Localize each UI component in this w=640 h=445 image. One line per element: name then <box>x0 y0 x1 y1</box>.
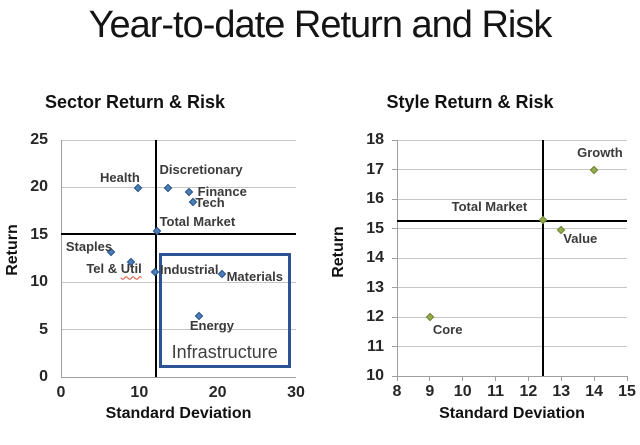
x-tick-mark <box>396 376 398 381</box>
x-tick-label: 15 <box>618 383 636 400</box>
gridline <box>61 281 296 283</box>
sector-chart-title: Sector Return & Risk <box>44 92 226 112</box>
y-tick-label: 14 <box>366 249 384 266</box>
infrastructure-box: Infrastructure <box>158 252 291 369</box>
x-tick-label: 9 <box>425 383 435 400</box>
y-tick-label: 25 <box>30 131 48 148</box>
y-tick-mark <box>392 198 397 200</box>
x-tick-mark <box>462 376 464 381</box>
point-label-total-market: Total Market <box>159 214 236 229</box>
crosshair-horizontal-line <box>397 220 627 223</box>
x-tick-label: 11 <box>487 383 505 400</box>
crosshair-vertical-line <box>154 140 157 377</box>
x-tick-mark <box>527 376 529 381</box>
crosshair-horizontal-line <box>61 232 296 235</box>
y-tick-mark <box>392 287 397 288</box>
slide-title: Year-to-date Return and Risk <box>88 4 553 46</box>
x-tick-label: 0 <box>56 384 66 401</box>
y-tick-label: 10 <box>366 367 384 384</box>
style-x-axis-title: Standard Deviation <box>439 405 585 422</box>
point-label-total-market: Total Market <box>451 198 528 214</box>
x-tick-label: 8 <box>392 383 402 400</box>
point-total-market <box>538 215 548 224</box>
point-label-industrial: Industrial <box>160 261 219 277</box>
x-axis-line <box>61 376 296 378</box>
x-tick-label: 20 <box>208 384 227 401</box>
x-axis-line <box>397 375 627 377</box>
y-tick-label: 10 <box>30 273 48 291</box>
point-core <box>425 312 435 322</box>
point-label-staples: Staples <box>65 238 113 254</box>
y-tick-mark <box>392 375 397 377</box>
gridline <box>397 169 627 170</box>
x-tick-label: 14 <box>585 383 604 400</box>
sector-plot-area: 0 5 10 15 20 25 0 10 20 30 Infrastructure Health Dis… <box>30 131 305 401</box>
x-tick-label: 13 <box>552 383 571 400</box>
y-tick-mark <box>392 316 397 318</box>
gridline <box>61 139 296 141</box>
point-label-finance: Finance <box>197 184 247 200</box>
point-label-tel-util: Tel & Util <box>86 261 142 277</box>
y-tick-label: 20 <box>30 178 48 196</box>
point-label-discretionary: Discretionary <box>159 162 243 178</box>
gridline <box>397 346 627 347</box>
x-tick-mark <box>560 376 562 381</box>
gridline <box>397 287 627 288</box>
x-tick-label: 12 <box>519 383 538 400</box>
y-tick-label: 5 <box>39 320 48 338</box>
point-label-core: Core <box>432 322 463 337</box>
point-label-health: Health <box>100 170 140 186</box>
y-tick-mark <box>392 169 397 170</box>
point-label-energy: Energy <box>189 318 234 334</box>
y-axis-line <box>61 140 62 377</box>
style-chart-title: Style Return & Risk <box>386 92 554 112</box>
misspelling-underline: Util <box>120 261 142 277</box>
y-tick-mark <box>392 346 397 347</box>
y-axis-line <box>397 140 398 376</box>
y-tick-label: 0 <box>39 368 48 385</box>
x-tick-label: 30 <box>287 384 305 401</box>
x-tick-mark <box>495 376 497 381</box>
gridline <box>61 329 296 331</box>
y-tick-label: 18 <box>366 131 384 148</box>
point-label-materials: Materials <box>226 268 283 284</box>
point-growth <box>589 165 599 174</box>
point-health <box>133 184 143 193</box>
x-tick-mark <box>626 376 628 381</box>
gridline <box>397 228 627 229</box>
infrastructure-label: Infrastructure <box>171 342 278 363</box>
gridline <box>397 198 627 200</box>
y-tick-label: 13 <box>366 278 384 296</box>
y-tick-label: 15 <box>366 219 384 237</box>
crosshair-vertical-line <box>542 140 545 376</box>
y-tick-mark <box>392 139 397 141</box>
gridline <box>397 316 627 318</box>
gridline <box>397 139 627 141</box>
point-label-tech: Tech <box>195 194 225 210</box>
x-tick-label: 10 <box>453 383 472 400</box>
style-y-axis-title: Return <box>330 226 347 278</box>
gridline <box>61 186 296 188</box>
y-tick-label: 17 <box>366 160 384 178</box>
style-plot-area: 10 11 12 13 14 15 16 17 18 8 9 10 11 12 13 14 15 Growth To… <box>366 131 636 400</box>
y-tick-label: 12 <box>366 308 384 325</box>
x-tick-mark <box>593 376 595 381</box>
y-tick-label: 16 <box>366 190 384 207</box>
y-tick-label: 15 <box>30 225 48 243</box>
point-discretionary <box>163 184 172 193</box>
gridline <box>397 257 627 259</box>
point-label-growth: Growth <box>577 144 623 160</box>
y-tick-label: 11 <box>367 337 384 355</box>
point-label-value: Value <box>563 230 598 246</box>
point-finance <box>184 187 193 197</box>
y-tick-mark <box>392 228 397 229</box>
sector-x-axis-title: Standard Deviation <box>105 405 252 422</box>
x-tick-mark <box>429 376 431 381</box>
y-tick-mark <box>392 257 397 259</box>
x-tick-label: 10 <box>130 384 149 401</box>
